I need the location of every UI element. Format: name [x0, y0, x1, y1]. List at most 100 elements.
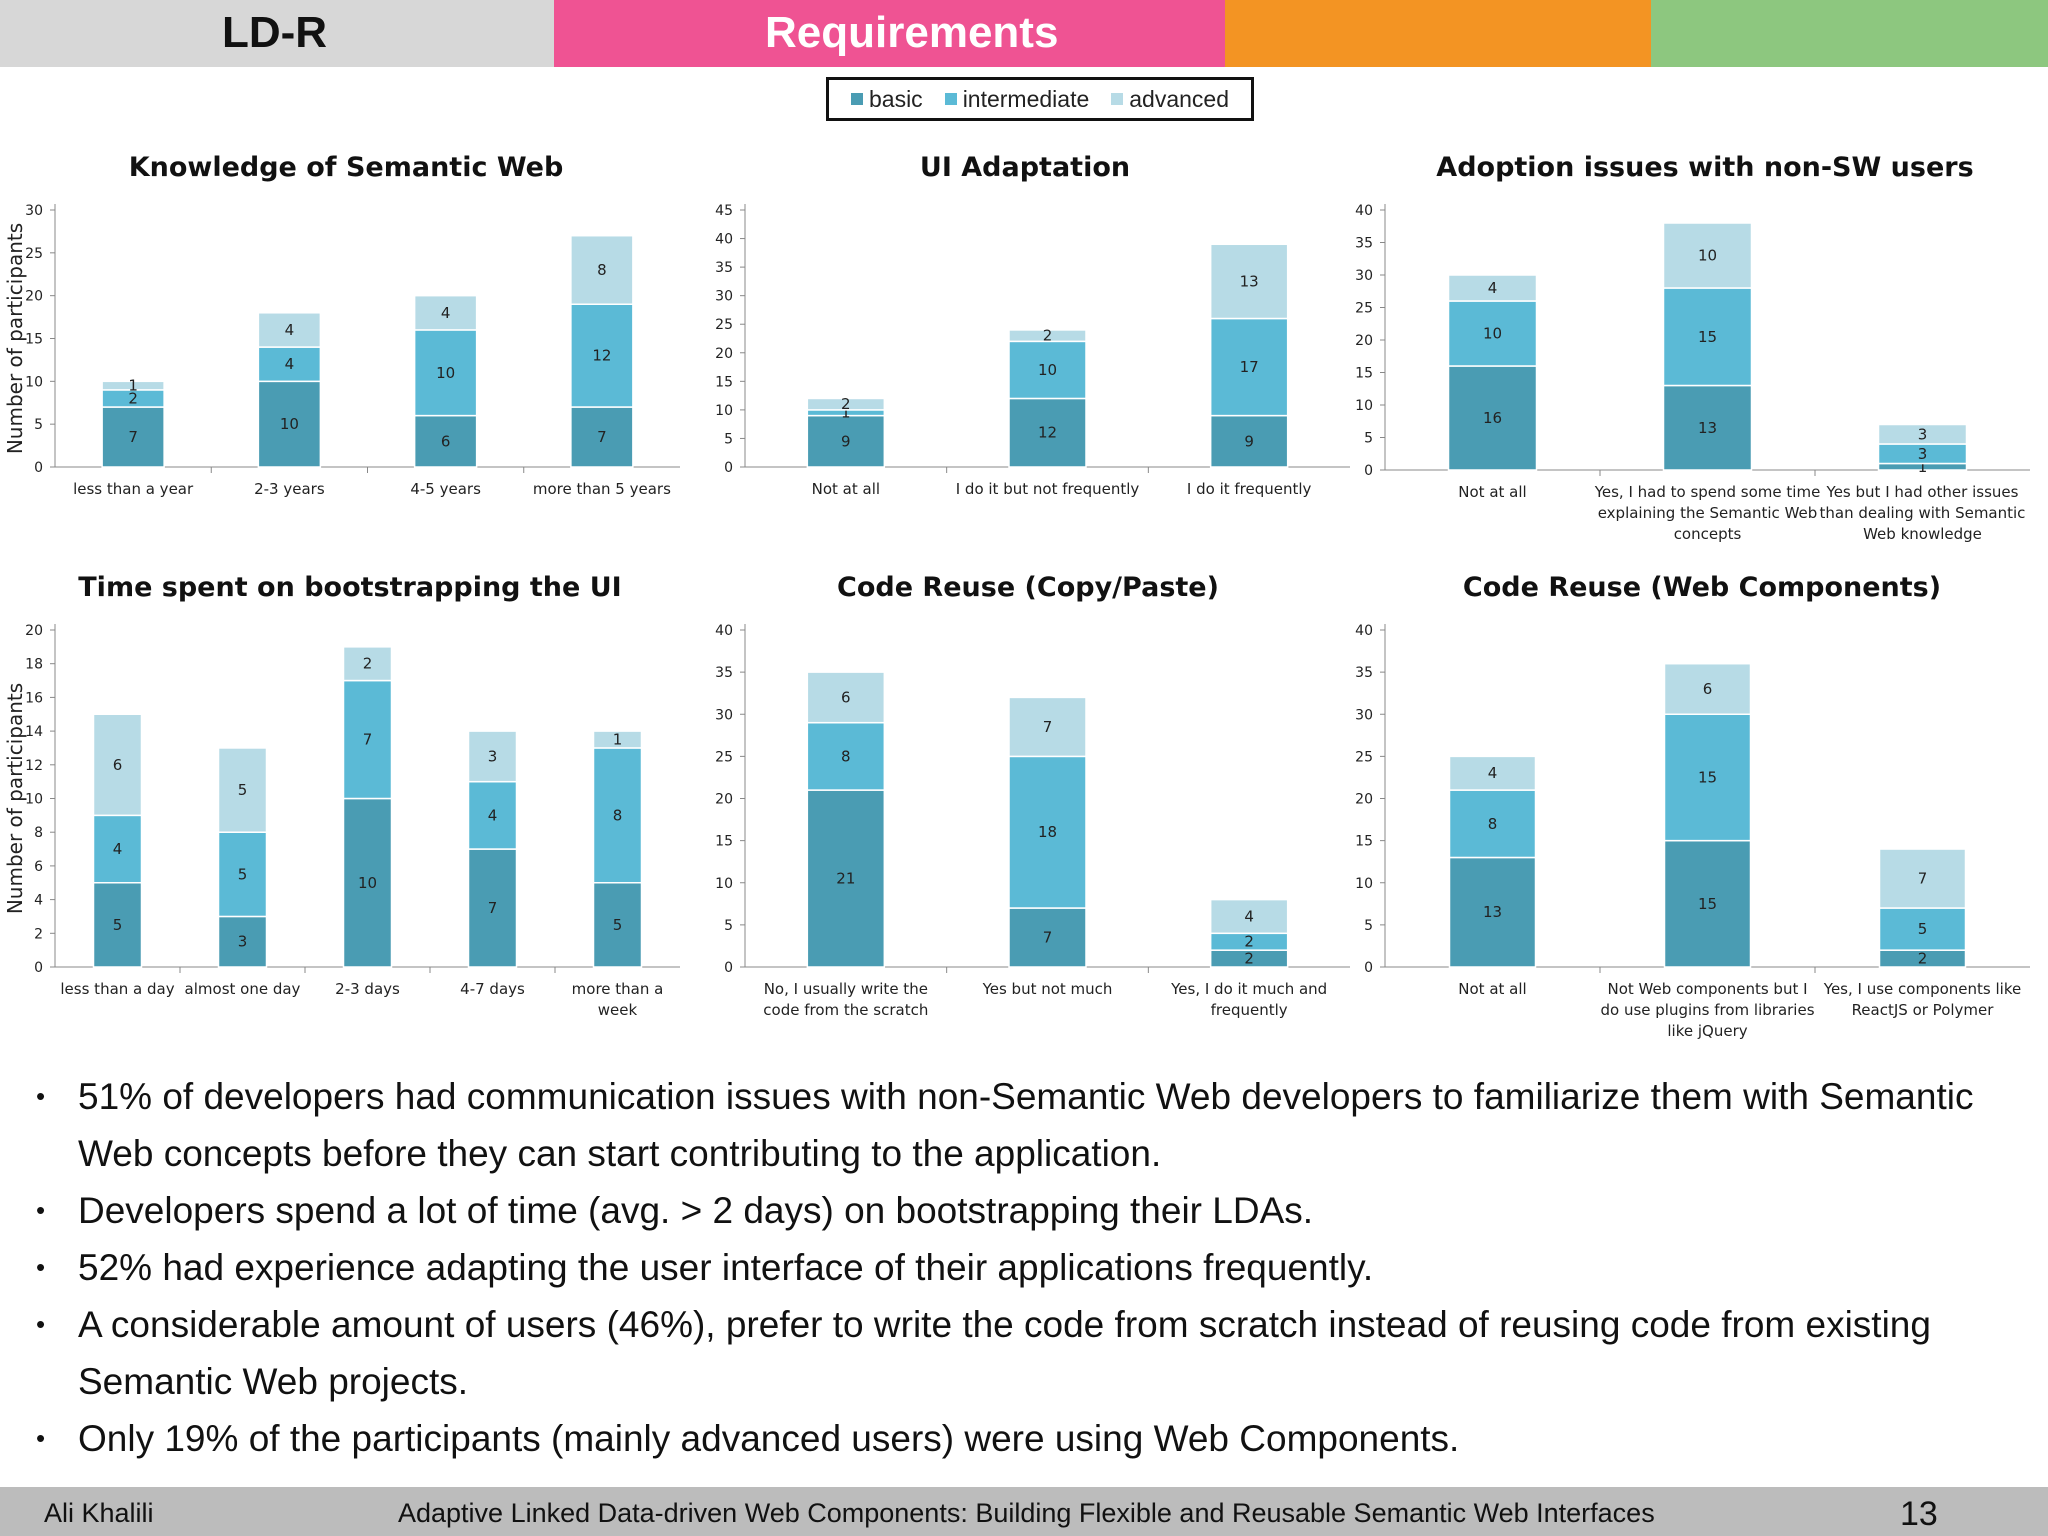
- bar-segment-intermediate: [413, 329, 478, 417]
- bar-value-label: 10: [1038, 361, 1057, 379]
- bar-value-label: 18: [1038, 823, 1057, 841]
- x-category-label: than dealing with Semantic: [1820, 504, 2026, 522]
- y-tick-label: 35: [715, 260, 733, 276]
- y-tick-label: 40: [1355, 623, 1373, 639]
- y-tick-label: 10: [715, 403, 733, 419]
- y-tick-label: 5: [1364, 431, 1373, 447]
- bar-value-label: 3: [488, 747, 498, 765]
- x-category-label: less than a day: [60, 980, 174, 998]
- bar-segment-intermediate: [1878, 907, 1967, 951]
- chart-code-reuse-copy-paste: Code Reuse (Copy/Paste) 0 5 10 15 20 25 30 35 40 2…: [690, 560, 1360, 1040]
- bar-value-label: 12: [592, 347, 611, 365]
- bar-segment-intermediate: [806, 721, 886, 791]
- bar-value-label: 7: [1043, 718, 1053, 736]
- bar-value-label: 1: [841, 404, 851, 422]
- y-tick-label: 0: [1364, 463, 1373, 479]
- x-category-label: concepts: [1674, 525, 1742, 543]
- y-tick-label: 25: [1355, 749, 1373, 765]
- bar-segment-intermediate: [570, 303, 634, 408]
- bar-value-label: 5: [238, 865, 248, 883]
- bar-value-label: 7: [128, 428, 138, 446]
- y-tick-label: 30: [1355, 268, 1373, 284]
- chart-title: Knowledge of Semantic Web: [129, 152, 564, 183]
- x-category-label: explaining the Semantic Web: [1598, 504, 1818, 522]
- chart-adoption-issues: Adoption issues with non-SW users 0 5 10 15 2…: [1340, 140, 2030, 560]
- bar-segment-advanced: [342, 646, 393, 682]
- x-category-label: Not at all: [1458, 980, 1526, 998]
- y-tick-label: 30: [715, 289, 733, 305]
- bar-value-label: 16: [1483, 409, 1502, 427]
- finding-bullet: Developers spend a lot of time (avg. > 2…: [30, 1182, 2020, 1239]
- chart-knowledge-semantic-web-svg: Knowledge of Semantic Web Number of parti…: [3, 152, 680, 498]
- bar-segment-intermediate: [592, 747, 643, 884]
- x-category-label: almost one day: [185, 980, 301, 998]
- chart-title: Time spent on bootstrapping the UI: [78, 572, 621, 603]
- chart-legend: basic intermediate advanced: [826, 77, 1254, 121]
- finding-bullet: 52% had experience adapting the user int…: [30, 1239, 2020, 1296]
- y-tick-label: 12: [25, 758, 43, 774]
- y-tick-label: 10: [25, 374, 43, 390]
- y-tick-label: 14: [25, 724, 43, 740]
- bar-value-label: 6: [841, 688, 851, 706]
- finding-bullet: Only 19% of the participants (mainly adv…: [30, 1410, 2020, 1467]
- legend-item-advanced: advanced: [1111, 86, 1229, 113]
- top-bar-pink-segment: [554, 0, 1225, 67]
- bar-segment-advanced: [1008, 329, 1087, 343]
- section-label: LD-R: [222, 8, 328, 57]
- bar-value-label: 5: [1918, 920, 1928, 938]
- bar-value-label: 6: [1703, 680, 1713, 698]
- bar-value-label: 1: [613, 731, 623, 749]
- y-tick-label: 0: [1364, 960, 1373, 976]
- bar-value-label: 15: [1698, 768, 1717, 786]
- y-tick-label: 25: [715, 317, 733, 333]
- y-tick-label: 10: [1355, 398, 1373, 414]
- chart-code-reuse-copy-paste-svg: Code Reuse (Copy/Paste) 0 5 10 15 20 25 30 35 40 2…: [715, 572, 1350, 1019]
- bar-value-label: 2: [841, 395, 851, 413]
- bar-segment-advanced: [806, 671, 886, 724]
- y-tick-label: 5: [34, 417, 43, 433]
- bar-value-label: 10: [1698, 247, 1717, 265]
- bar-value-label: 10: [280, 415, 299, 433]
- y-tick-label: 10: [25, 792, 43, 808]
- y-tick-label: 25: [715, 749, 733, 765]
- y-tick-label: 25: [25, 246, 43, 262]
- y-tick-label: 20: [25, 289, 43, 305]
- legend-swatch-advanced: [1111, 93, 1124, 105]
- bar-value-label: 7: [363, 731, 373, 749]
- chart-title: Code Reuse (Copy/Paste): [837, 572, 1219, 603]
- bar-segment-basic: [342, 797, 393, 968]
- bar-segment-advanced: [101, 380, 165, 391]
- x-category-label: 2-3 years: [254, 480, 325, 498]
- chart-bootstrapping-time: Time spent on bootstrapping the UI Number…: [0, 560, 690, 1040]
- bar-value-label: 6: [441, 432, 451, 450]
- x-category-label: ReactJS or Polymer: [1852, 1001, 1995, 1019]
- x-category-label: 2-3 days: [335, 980, 400, 998]
- x-category-label: Yes, I do it much and: [1170, 980, 1327, 998]
- bar-segment-basic: [1663, 839, 1752, 968]
- bar-value-label: 5: [113, 916, 123, 934]
- x-category-label: I do it but not frequently: [956, 480, 1140, 498]
- bar-value-label: 6: [113, 756, 123, 774]
- x-category-label: Web knowledge: [1863, 525, 1982, 543]
- bar-segment-basic: [1662, 384, 1753, 471]
- x-category-label: Yes but not much: [982, 980, 1113, 998]
- legend-label-advanced: advanced: [1129, 85, 1230, 112]
- bar-value-label: 10: [1483, 325, 1502, 343]
- x-category-label: do use plugins from libraries: [1600, 1001, 1814, 1019]
- bar-segment-basic: [1008, 397, 1087, 468]
- bar-value-label: 7: [1043, 929, 1053, 947]
- bar-value-label: 8: [841, 747, 851, 765]
- bar-value-label: 4: [285, 321, 295, 339]
- y-tick-label: 18: [25, 657, 43, 673]
- chart-bootstrapping-time-svg: Time spent on bootstrapping the UI Number…: [3, 572, 680, 1019]
- bar-value-label: 3: [238, 933, 248, 951]
- bar-segment-intermediate: [467, 780, 518, 850]
- bar-segment-advanced: [1008, 696, 1087, 758]
- bar-value-label: 15: [1698, 895, 1717, 913]
- y-tick-label: 20: [1355, 792, 1373, 808]
- chart-title: Adoption issues with non-SW users: [1436, 152, 1973, 183]
- bar-value-label: 21: [836, 870, 855, 888]
- y-tick-label: 15: [715, 834, 733, 850]
- bar-value-label: 7: [1918, 870, 1928, 888]
- y-axis-label: Number of participants: [3, 683, 27, 914]
